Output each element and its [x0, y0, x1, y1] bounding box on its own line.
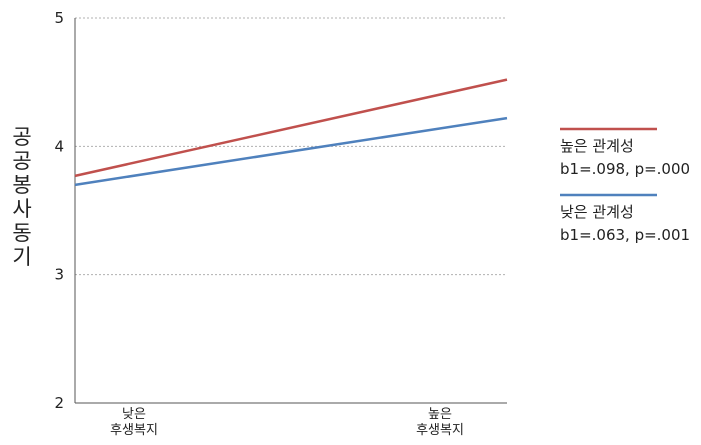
- y-ticks: 2 3 4 5: [54, 9, 64, 412]
- legend-series-name: 낮은 관계성: [560, 203, 634, 221]
- series-line-high: [74, 78, 508, 178]
- series-line-low: [74, 116, 508, 187]
- x-category-label: 낮은: [122, 407, 146, 422]
- y-axis-label-char: 동: [12, 221, 31, 245]
- y-axis-label-char: 공: [12, 125, 31, 149]
- y-axis-label-char: 사: [12, 197, 31, 221]
- legend-series-stat: b1=.063, p=.001: [560, 226, 690, 244]
- x-category-label: 높은: [428, 407, 452, 422]
- series-lines: [74, 78, 508, 187]
- y-tick-label: 3: [54, 266, 64, 284]
- legend-series-name: 높은 관계성: [560, 137, 634, 155]
- legend-series-stat: b1=.098, p=.000: [560, 160, 690, 178]
- x-category-label: 후생복지: [416, 423, 464, 438]
- y-axis-label-char: 공: [12, 149, 31, 173]
- x-category-label: 후생복지: [110, 423, 158, 438]
- y-axis-label-char: 봉: [12, 173, 31, 197]
- y-tick-label: 2: [54, 394, 64, 412]
- legend: 높은 관계성 b1=.098, p=.000 낮은 관계성 b1=.063, p=.0…: [560, 127, 690, 244]
- y-axis-label-char: 기: [12, 245, 31, 269]
- y-tick-label: 5: [54, 9, 64, 27]
- gridlines: [75, 17, 507, 276]
- y-tick-label: 4: [54, 137, 64, 155]
